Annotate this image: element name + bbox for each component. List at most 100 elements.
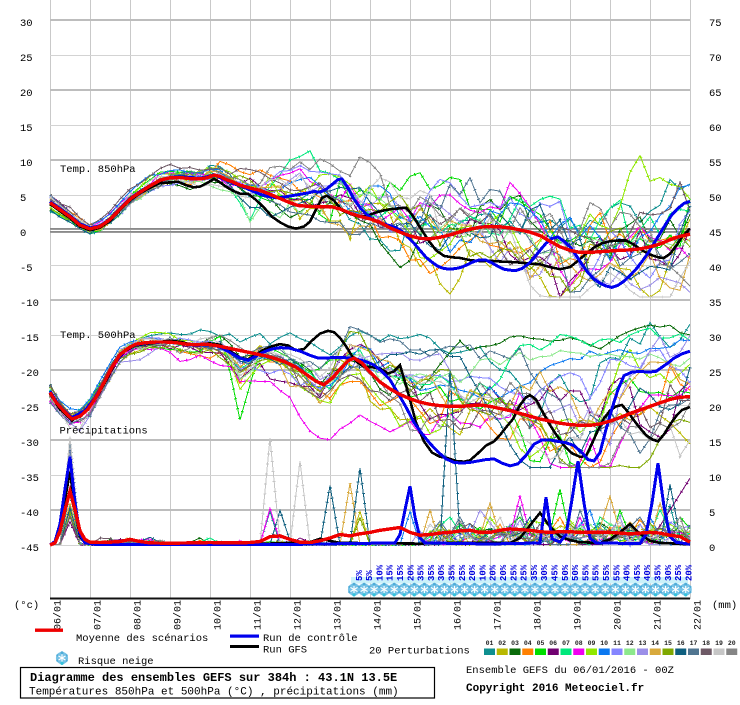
svg-text:(°c): (°c)	[14, 600, 39, 612]
svg-text:35%: 35%	[427, 564, 437, 581]
svg-text:19: 19	[715, 640, 723, 647]
svg-text:30%: 30%	[437, 564, 447, 581]
svg-text:Run de contrôle: Run de contrôle	[263, 633, 358, 645]
svg-text:15%: 15%	[396, 564, 406, 581]
svg-text:11: 11	[613, 640, 621, 647]
svg-text:25%: 25%	[520, 564, 530, 581]
svg-text:06: 06	[549, 640, 557, 647]
svg-text:15: 15	[20, 123, 33, 135]
svg-text:35%: 35%	[530, 564, 540, 581]
svg-text:16: 16	[677, 640, 685, 647]
svg-text:40: 40	[709, 263, 722, 275]
svg-text:06/01: 06/01	[53, 600, 65, 630]
svg-text:10: 10	[600, 640, 608, 647]
svg-text:10: 10	[709, 473, 722, 485]
svg-text:10%: 10%	[478, 564, 488, 581]
svg-text:-40: -40	[20, 508, 39, 520]
svg-text:55%: 55%	[602, 564, 612, 581]
svg-text:Diagramme des ensembles GEFS s: Diagramme des ensembles GEFS sur 384h : …	[30, 671, 397, 685]
svg-text:04: 04	[524, 640, 532, 647]
svg-text:19/01: 19/01	[573, 600, 585, 630]
svg-text:Copyright 2016 Meteociel.fr: Copyright 2016 Meteociel.fr	[466, 683, 644, 695]
svg-text:07: 07	[562, 640, 570, 647]
svg-text:5%: 5%	[355, 570, 365, 581]
svg-text:02: 02	[498, 640, 506, 647]
svg-text:14/01: 14/01	[373, 600, 385, 630]
svg-text:08/01: 08/01	[133, 600, 145, 630]
svg-text:Températures 850hPa et 500hPa: Températures 850hPa et 500hPa (°C) , pré…	[29, 687, 399, 699]
svg-text:11/01: 11/01	[253, 600, 265, 630]
svg-text:Risque neige: Risque neige	[78, 656, 154, 668]
svg-text:09/01: 09/01	[173, 600, 185, 630]
svg-text:45%: 45%	[551, 564, 561, 581]
svg-text:55%: 55%	[581, 564, 591, 581]
svg-text:35%: 35%	[654, 564, 664, 581]
svg-text:08: 08	[575, 640, 583, 647]
svg-text:55: 55	[709, 158, 722, 170]
svg-text:-45: -45	[20, 543, 39, 555]
svg-text:18: 18	[702, 640, 710, 647]
svg-text:75: 75	[709, 18, 722, 30]
svg-text:40%: 40%	[623, 564, 633, 581]
svg-text:14: 14	[651, 640, 659, 647]
svg-text:05: 05	[537, 640, 545, 647]
svg-text:18/01: 18/01	[533, 600, 545, 630]
svg-text:20: 20	[709, 403, 722, 415]
svg-text:-15: -15	[20, 333, 39, 345]
svg-text:20%: 20%	[489, 564, 499, 581]
svg-text:(mm): (mm)	[712, 600, 737, 612]
svg-text:25: 25	[709, 368, 722, 380]
svg-text:01: 01	[486, 640, 494, 647]
svg-text:13: 13	[639, 640, 647, 647]
svg-text:5: 5	[20, 193, 26, 205]
svg-text:25: 25	[20, 53, 33, 65]
svg-text:-30: -30	[20, 438, 39, 450]
svg-text:10/01: 10/01	[213, 600, 225, 630]
svg-text:55%: 55%	[592, 564, 602, 581]
svg-text:15: 15	[664, 640, 672, 647]
svg-text:-25: -25	[20, 403, 39, 415]
svg-text:20%: 20%	[499, 564, 509, 581]
svg-text:35%: 35%	[448, 564, 458, 581]
svg-text:45%: 45%	[633, 564, 643, 581]
svg-text:20: 20	[728, 640, 736, 647]
svg-text:25%: 25%	[509, 564, 519, 581]
svg-text:35%: 35%	[417, 564, 427, 581]
svg-text:Run GFS: Run GFS	[263, 645, 307, 657]
svg-text:21/01: 21/01	[653, 600, 665, 630]
svg-text:Moyenne des scénarios: Moyenne des scénarios	[76, 633, 208, 645]
svg-text:20/01: 20/01	[613, 600, 625, 630]
svg-text:40%: 40%	[643, 564, 653, 581]
svg-text:5: 5	[709, 508, 715, 520]
svg-text:-35: -35	[20, 473, 39, 485]
svg-text:25%: 25%	[458, 564, 468, 581]
svg-text:25%: 25%	[674, 564, 684, 581]
svg-text:0: 0	[20, 228, 26, 240]
svg-text:50: 50	[709, 193, 722, 205]
svg-text:10%: 10%	[375, 564, 385, 581]
svg-text:13/01: 13/01	[333, 600, 345, 630]
svg-text:20%: 20%	[684, 564, 694, 581]
svg-text:15: 15	[709, 438, 722, 450]
svg-text:12: 12	[626, 640, 634, 647]
svg-text:03: 03	[511, 640, 519, 647]
svg-text:30%: 30%	[664, 564, 674, 581]
svg-text:20%: 20%	[468, 564, 478, 581]
svg-text:60: 60	[709, 123, 722, 135]
svg-text:09: 09	[588, 640, 596, 647]
svg-text:-20: -20	[20, 368, 39, 380]
svg-text:17: 17	[690, 640, 698, 647]
svg-text:20 Perturbations: 20 Perturbations	[369, 646, 470, 658]
svg-text:10: 10	[20, 158, 33, 170]
svg-text:20: 20	[20, 88, 33, 100]
svg-text:15/01: 15/01	[413, 600, 425, 630]
svg-text:16/01: 16/01	[453, 600, 465, 630]
svg-text:45: 45	[709, 228, 722, 240]
svg-text:Ensemble GEFS du 06/01/2016 -: Ensemble GEFS du 06/01/2016 - 00Z	[466, 665, 674, 677]
svg-text:50%: 50%	[561, 564, 571, 581]
svg-text:20%: 20%	[406, 564, 416, 581]
svg-text:30%: 30%	[540, 564, 550, 581]
svg-text:07/01: 07/01	[93, 600, 105, 630]
svg-text:17/01: 17/01	[493, 600, 505, 630]
svg-text:35: 35	[709, 298, 722, 310]
